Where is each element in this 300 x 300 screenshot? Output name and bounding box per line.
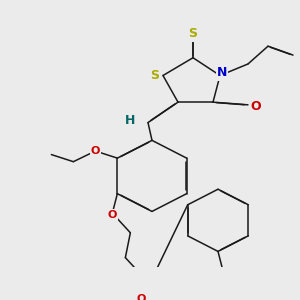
Text: O: O [91, 146, 100, 156]
Text: O: O [251, 100, 261, 113]
Text: N: N [217, 66, 227, 79]
Text: S: S [151, 69, 160, 82]
Text: S: S [188, 27, 197, 40]
Text: H: H [125, 114, 135, 127]
Text: O: O [137, 294, 146, 300]
Text: O: O [108, 210, 117, 220]
